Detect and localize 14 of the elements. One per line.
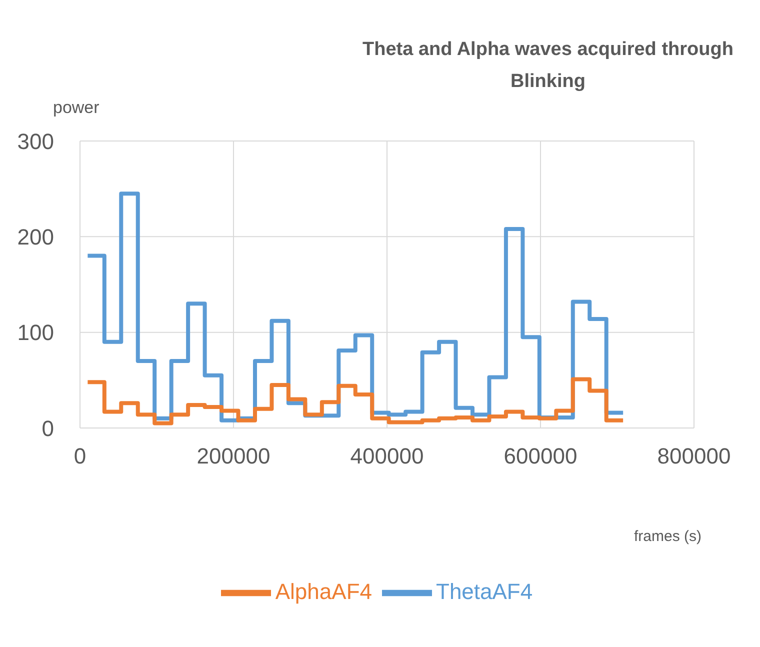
x-tick-label: 600000	[504, 444, 578, 469]
x-axis-title: frames (s)	[634, 528, 702, 545]
y-axis-title: power	[53, 98, 100, 118]
y-tick-label: 300	[17, 128, 54, 154]
legend-label: AlphaAF4	[275, 578, 372, 604]
y-tick-label: 0	[42, 416, 54, 441]
chart-title: Theta and Alpha waves acquired through Blinking	[362, 38, 734, 94]
y-tick-label: 200	[17, 224, 54, 250]
legend-label: ThetaAF4	[436, 578, 533, 604]
x-tick-label: 200000	[196, 444, 270, 469]
x-tick-label: 0	[74, 444, 86, 469]
x-tick-label: 400000	[350, 444, 424, 469]
x-tick-label: 800000	[657, 444, 731, 469]
y-tick-label: 100	[17, 320, 54, 346]
